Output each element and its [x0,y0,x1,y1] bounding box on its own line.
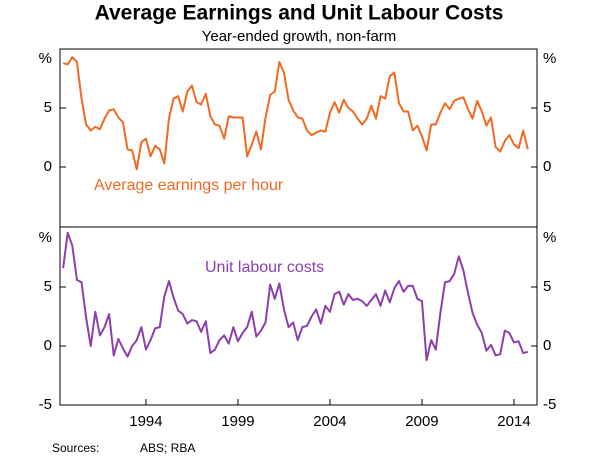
y-tick-label: % [39,50,52,67]
x-tick-label: 2009 [405,413,438,430]
sources-text: ABS; RBA [140,441,195,455]
series-label: Average earnings per hour [94,177,284,194]
y-tick-label: 0 [44,337,52,354]
series-line [62,56,529,171]
series-line [62,231,529,362]
x-tick-label: 2004 [313,413,346,430]
series-label: Unit labour costs [205,259,324,276]
y-tick-label: 5 [44,278,52,295]
y-tick-label: % [39,229,52,246]
y2-tick-label: 0 [543,337,551,354]
y2-tick-label: 5 [543,278,551,295]
y2-tick-label: % [543,50,556,67]
x-tick-label: 1994 [129,413,162,430]
chart-title: Average Earnings and Unit Labour Costs [95,2,504,25]
x-tick-label: 1999 [221,413,254,430]
y-tick-label: -5 [39,396,52,413]
y-tick-label: 0 [44,158,52,175]
sources-label: Sources: [52,441,99,455]
y-tick-label: 5 [44,99,52,116]
y2-tick-label: % [543,229,556,246]
y2-tick-label: -5 [543,396,556,413]
y2-tick-label: 0 [543,158,551,175]
x-tick-label: 2014 [497,413,530,430]
chart-subtitle: Year-ended growth, non-farm [202,28,397,45]
y2-tick-label: 5 [543,99,551,116]
